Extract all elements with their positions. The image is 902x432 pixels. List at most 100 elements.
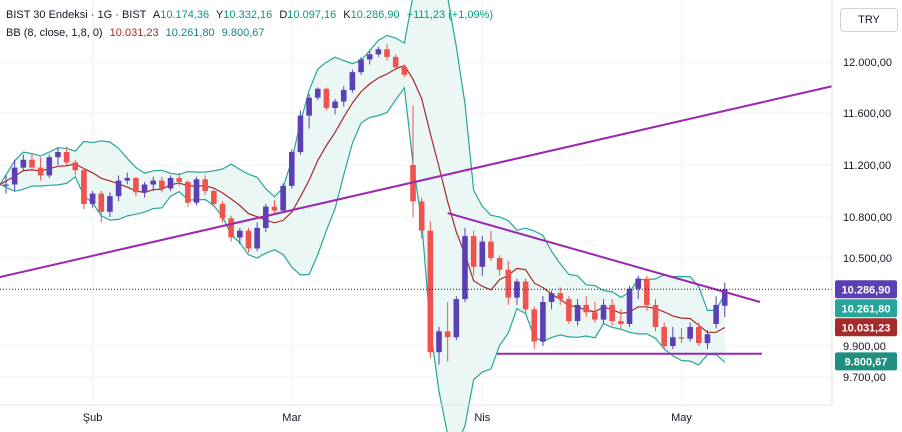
- candle: [202, 175, 208, 195]
- candle: [721, 282, 728, 318]
- price-axis[interactable]: 12.000,00 11.600,00 11.200,00 10.800,00 10.5…: [843, 57, 892, 384]
- price-tag-label: 10.286,90: [842, 284, 891, 296]
- candle: [488, 230, 494, 261]
- candle: [713, 296, 719, 329]
- candle: [661, 322, 667, 350]
- candle: [644, 275, 650, 311]
- y-tick-label: 9.900,00: [843, 341, 886, 353]
- candle: [81, 167, 87, 210]
- candle: [531, 306, 538, 350]
- x-tick-label: Nis: [474, 412, 490, 424]
- close-value: K10.286,90: [343, 9, 400, 21]
- candle: [159, 176, 165, 193]
- candle: [384, 44, 390, 61]
- candle: [29, 153, 35, 171]
- rising-trendline[interactable]: [0, 85, 833, 279]
- candle: [583, 296, 590, 317]
- candle: [107, 192, 113, 217]
- candle: [176, 172, 182, 186]
- candle: [314, 87, 321, 101]
- candle: [237, 227, 243, 245]
- x-tick-label: Mar: [282, 412, 301, 424]
- candle: [11, 159, 18, 191]
- time-axis[interactable]: Şub Mar Nis May: [83, 412, 693, 424]
- candle: [574, 299, 581, 326]
- high-value: Y10.332,16: [216, 9, 273, 21]
- candle: [609, 299, 615, 326]
- candle: [548, 290, 555, 310]
- open-value: A10.174,36: [152, 9, 210, 21]
- candle: [496, 255, 503, 276]
- candle: [479, 236, 486, 276]
- candle: [436, 326, 442, 365]
- candle: [98, 191, 105, 223]
- candle: [89, 191, 96, 208]
- candle: [141, 181, 148, 198]
- price-tag-label: 10.031,23: [842, 322, 891, 334]
- candle: [20, 154, 27, 172]
- candle: [401, 64, 408, 78]
- candle: [219, 201, 226, 223]
- chart-legend: BIST 30 Endeksi · 1G · BIST A10.174,36 Y…: [6, 6, 497, 42]
- change-value: +111,23 (+1,09%): [406, 9, 494, 21]
- price-tag: 10.261,80: [835, 299, 897, 318]
- bb-indicator-title[interactable]: BB (8, close, 1,8, 0): [6, 27, 103, 39]
- candle: [124, 172, 131, 185]
- candle: [228, 215, 234, 242]
- candle: [332, 98, 338, 115]
- candle: [505, 260, 512, 305]
- candle: [63, 146, 70, 165]
- candle: [271, 200, 278, 214]
- candle: [72, 159, 79, 176]
- candle: [3, 175, 9, 194]
- y-tick-label: 11.600,00: [843, 108, 891, 120]
- candle: [600, 299, 607, 324]
- candle: [592, 302, 598, 323]
- y-tick-label: 12.000,00: [843, 57, 892, 69]
- candle: [193, 176, 200, 206]
- bollinger-lower-band: [0, 86, 726, 432]
- candle: [427, 221, 434, 359]
- candle: [323, 87, 330, 111]
- y-tick-label: 9.700,00: [843, 372, 886, 384]
- price-tag: 9.800,67: [835, 352, 897, 371]
- symbol-title[interactable]: BIST 30 Endeksi · 1G · BIST: [6, 9, 147, 21]
- bb-row: BB (8, close, 1,8, 0) 10.031,23 10.261,8…: [6, 24, 497, 42]
- price-tag-label: 9.800,67: [845, 356, 888, 368]
- candle: [670, 326, 676, 350]
- candle: [418, 197, 425, 239]
- candle: [306, 93, 312, 129]
- candle: [211, 189, 217, 207]
- y-tick-label: 11.200,00: [843, 160, 891, 172]
- trendlines[interactable]: [0, 85, 833, 355]
- bollinger-upper-band: [0, 0, 726, 311]
- currency-button[interactable]: TRY: [840, 8, 898, 32]
- candle: [652, 299, 659, 332]
- bb-upper-value: 10.261,80: [165, 27, 215, 39]
- candle: [37, 157, 44, 181]
- candle: [366, 50, 373, 65]
- price-tag: 10.031,23: [835, 318, 897, 337]
- descending-trendline[interactable]: [447, 212, 761, 303]
- candle: [635, 275, 641, 300]
- candle: [263, 204, 269, 233]
- x-tick-label: May: [671, 412, 692, 424]
- candle: [150, 176, 157, 191]
- y-tick-label: 10.500,00: [843, 253, 892, 265]
- candle: [704, 329, 711, 350]
- candle: [185, 180, 191, 207]
- candle: [618, 309, 624, 329]
- candle: [115, 175, 122, 202]
- candles: [3, 44, 728, 365]
- candle: [280, 183, 286, 214]
- candle: [678, 328, 685, 344]
- price-tag: 10.286,90: [835, 280, 897, 299]
- candle: [696, 322, 702, 346]
- candle: [462, 227, 468, 302]
- low-value: D10.097,16: [279, 9, 337, 21]
- candle: [288, 149, 295, 189]
- candle: [626, 285, 633, 327]
- y-tick-label: 10.800,00: [843, 212, 892, 224]
- bb-basis-value: 10.031,23: [109, 27, 159, 39]
